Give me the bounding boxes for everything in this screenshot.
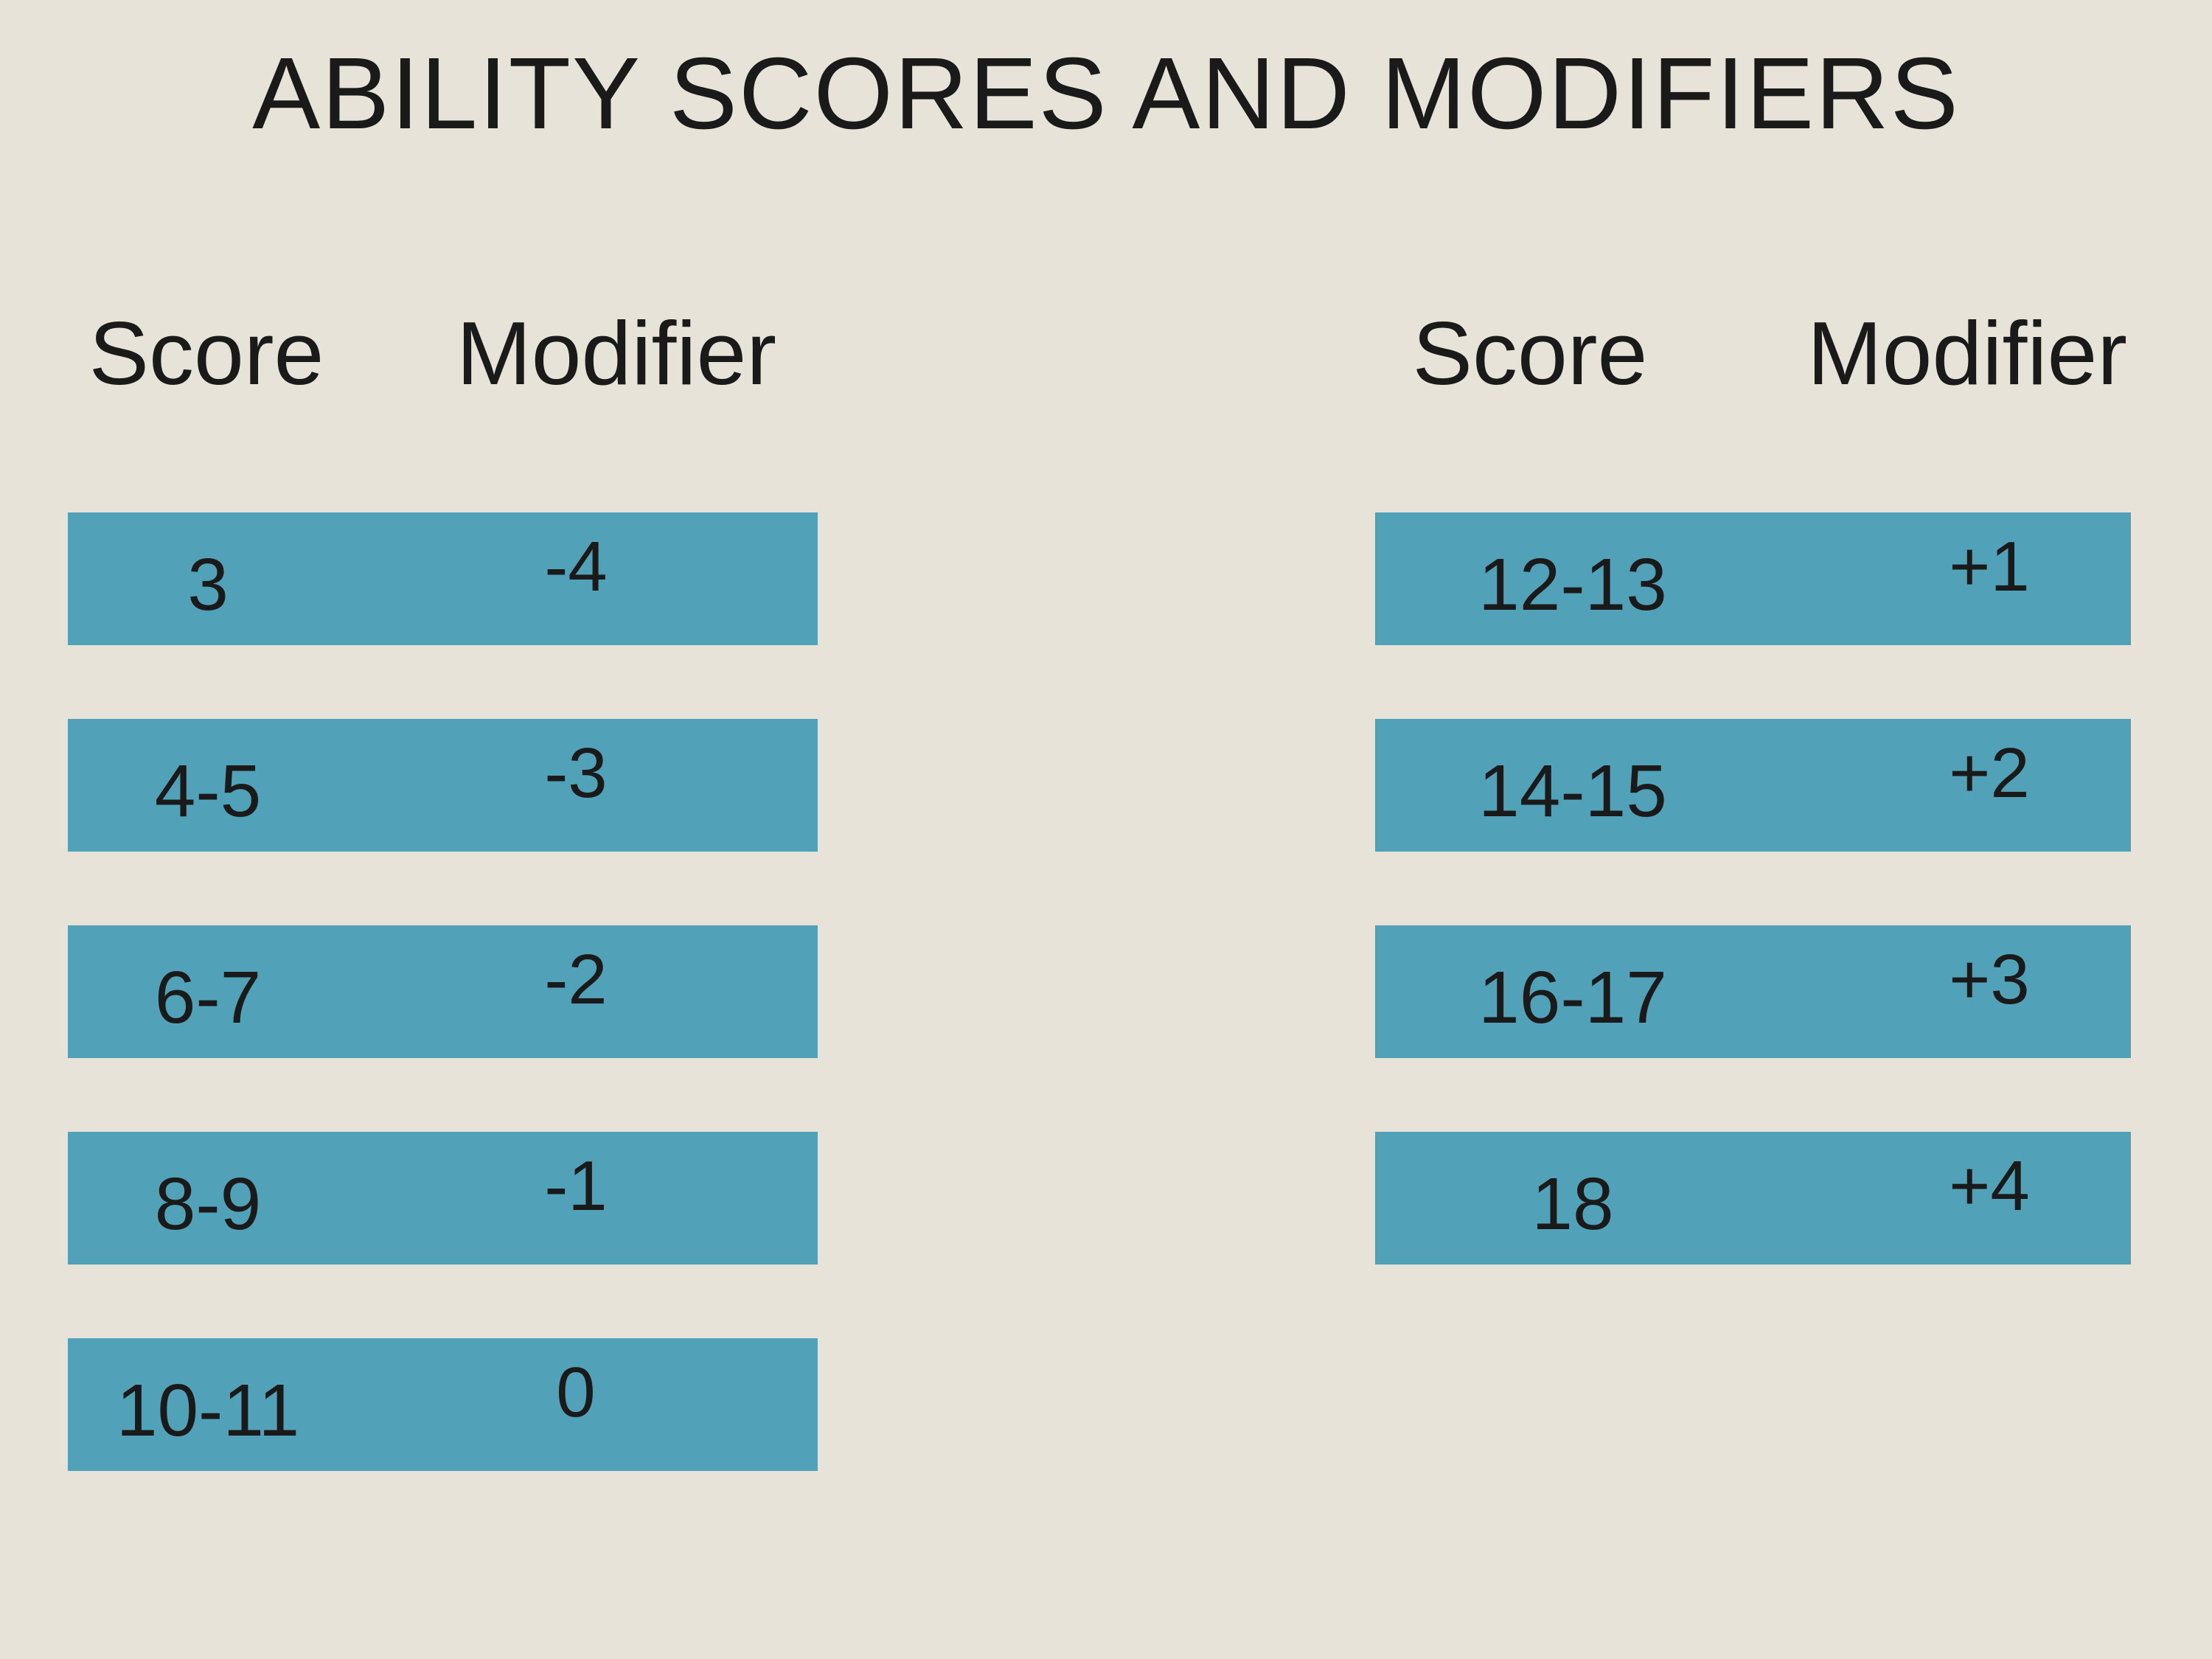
table-row: 3 -4 bbox=[68, 512, 818, 645]
score-cell: 18 bbox=[1531, 1163, 1614, 1245]
score-table-right: Score Modifier 12-13 +1 14-15 +2 16-17 +… bbox=[1375, 0, 2131, 1659]
column-header-modifier: Modifier bbox=[456, 303, 776, 403]
score-cell: 10-11 bbox=[116, 1369, 300, 1452]
score-table-left: Score Modifier 3 -4 4-5 -3 6-7 -2 8-9 -1… bbox=[68, 0, 818, 1659]
modifier-cell: 0 bbox=[556, 1353, 596, 1432]
modifier-cell: -4 bbox=[544, 527, 608, 606]
score-cell: 8-9 bbox=[154, 1163, 262, 1245]
table-row: 8-9 -1 bbox=[68, 1132, 818, 1265]
table-row: 10-11 0 bbox=[68, 1338, 818, 1471]
score-cell: 14-15 bbox=[1478, 750, 1667, 832]
score-cell: 16-17 bbox=[1478, 956, 1667, 1039]
modifier-cell: -2 bbox=[544, 940, 608, 1019]
page-title: ABILITY SCORES AND MODIFIERS bbox=[252, 37, 1960, 150]
modifier-cell: +4 bbox=[1949, 1147, 2030, 1225]
column-header-modifier: Modifier bbox=[1807, 303, 2127, 403]
column-header-score: Score bbox=[88, 303, 324, 403]
score-cell: 6-7 bbox=[154, 956, 262, 1039]
modifier-cell: -1 bbox=[544, 1147, 608, 1225]
table-row: 12-13 +1 bbox=[1375, 512, 2131, 645]
table-row: 18 +4 bbox=[1375, 1132, 2131, 1265]
table-row: 4-5 -3 bbox=[68, 719, 818, 852]
score-cell: 4-5 bbox=[154, 750, 262, 832]
table-row: 6-7 -2 bbox=[68, 925, 818, 1058]
table-row: 16-17 +3 bbox=[1375, 925, 2131, 1058]
modifier-cell: +2 bbox=[1949, 734, 2030, 813]
column-header-score: Score bbox=[1412, 303, 1648, 403]
modifier-cell: -3 bbox=[544, 734, 608, 813]
table-row: 14-15 +2 bbox=[1375, 719, 2131, 852]
score-cell: 12-13 bbox=[1478, 543, 1667, 626]
modifier-cell: +1 bbox=[1949, 527, 2030, 606]
score-cell: 3 bbox=[187, 543, 229, 626]
modifier-cell: +3 bbox=[1949, 940, 2030, 1019]
